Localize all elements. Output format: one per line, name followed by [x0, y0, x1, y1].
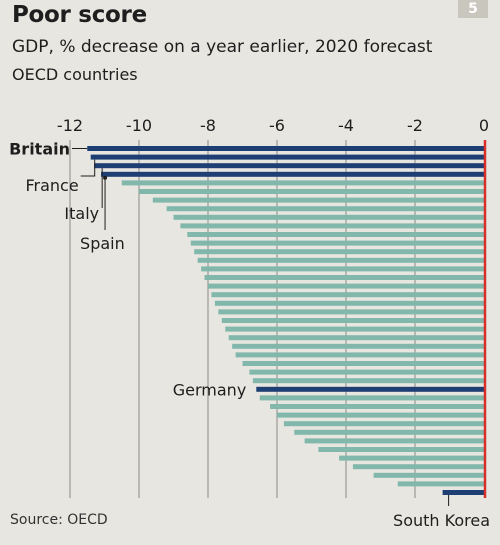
bar [218, 309, 484, 315]
label-britain: Britain [9, 140, 70, 159]
x-tick-label: 0 [479, 116, 489, 135]
label-italy: Italy [64, 204, 99, 223]
bar [211, 292, 484, 298]
chart-subtitle: GDP, % decrease on a year earlier, 2020 … [12, 37, 433, 57]
bar [152, 197, 485, 203]
highlighted-bar [94, 163, 485, 169]
highlighted-bar [101, 171, 485, 177]
bar [318, 447, 484, 452]
bar [252, 378, 484, 384]
bar [201, 266, 484, 272]
chart-subtitle-secondary: OECD countries [12, 65, 138, 84]
bar [304, 438, 484, 444]
bar [214, 300, 484, 306]
bar [235, 352, 484, 358]
label-south-korea: South Korea [393, 511, 490, 530]
x-tick-label: -6 [269, 116, 285, 135]
bar [187, 232, 485, 237]
bar [249, 369, 484, 375]
bar [352, 464, 484, 470]
bar [397, 481, 484, 487]
bar [139, 189, 484, 194]
label-connector [80, 159, 96, 177]
bar [228, 335, 484, 341]
x-tick-label: -10 [126, 116, 152, 135]
x-tick-label: -2 [407, 116, 423, 135]
bar [270, 404, 484, 409]
bar [232, 343, 484, 349]
bar [259, 395, 484, 401]
bar [208, 283, 484, 289]
bar [173, 214, 484, 220]
bar [180, 223, 484, 229]
chart-number-badge: 5 [458, 0, 488, 18]
x-tick-label: -12 [57, 116, 83, 135]
bar [166, 206, 484, 212]
bar [294, 429, 484, 435]
highlighted-bar [256, 386, 484, 392]
source-note: Source: OECD [10, 512, 108, 528]
bar [242, 361, 484, 366]
highlighted-bar [90, 154, 484, 160]
bar [197, 257, 484, 263]
bar [373, 472, 484, 478]
bar [277, 412, 484, 418]
bar [121, 180, 484, 186]
bar [204, 275, 485, 280]
chart-title: Poor score [12, 2, 147, 28]
highlighted-bar [442, 490, 484, 495]
bar [339, 455, 484, 461]
bar [190, 240, 484, 246]
x-tick-label: -8 [200, 116, 216, 135]
bar [194, 249, 484, 255]
bar [221, 318, 485, 323]
label-germany: Germany [173, 380, 247, 399]
bar [225, 326, 484, 332]
bar [283, 421, 484, 427]
label-france: France [25, 176, 78, 195]
label-spain: Spain [80, 234, 125, 253]
highlighted-bar [87, 146, 484, 151]
x-tick-label: -4 [338, 116, 354, 135]
